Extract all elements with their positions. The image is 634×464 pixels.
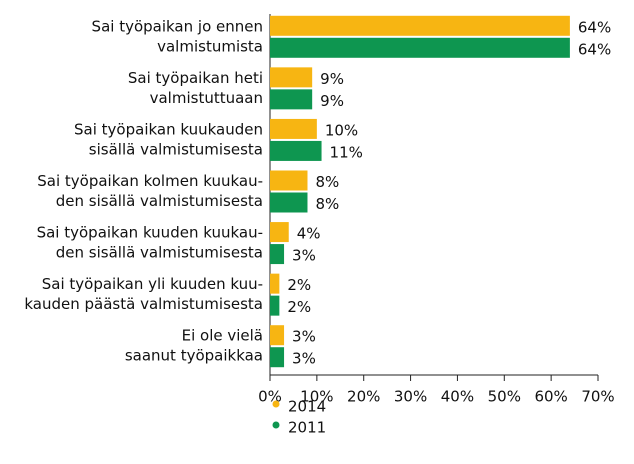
value-label: 3%	[292, 328, 316, 346]
value-label: 2%	[287, 298, 311, 316]
bar	[270, 347, 285, 368]
x-tick-label: 40%	[441, 388, 474, 406]
category-label: Sai työpaikan heti	[128, 69, 263, 87]
bar	[270, 67, 313, 88]
category-label: Sai työpaikan kuuden kuukau-	[37, 224, 263, 242]
value-label: 8%	[315, 195, 339, 213]
value-label: 64%	[578, 18, 611, 36]
value-label: 4%	[297, 225, 321, 243]
value-label: 11%	[330, 143, 363, 161]
bar	[270, 222, 289, 243]
x-tick-label: 70%	[581, 388, 614, 406]
value-label: 2%	[287, 276, 311, 294]
bar	[270, 15, 570, 36]
category-label: Sai työpaikan jo ennen	[92, 17, 263, 35]
bar	[270, 325, 285, 346]
category-label: sisällä valmistumisesta	[89, 140, 263, 158]
bar	[270, 295, 280, 316]
value-label: 10%	[325, 121, 358, 139]
value-label: 9%	[320, 92, 344, 110]
category-label: Sai työpaikan kolmen kuukau-	[37, 172, 263, 190]
category-label: Ei ole vielä	[182, 327, 263, 345]
category-label: Sai työpaikan yli kuuden kuu-	[42, 275, 263, 293]
category-label: den sisällä valmistumisesta	[56, 244, 263, 262]
bar	[270, 273, 280, 294]
value-label: 3%	[292, 247, 316, 265]
legend-marker	[272, 421, 280, 429]
legend-marker	[272, 400, 280, 408]
category-label: kauden päästä valmistumisesta	[24, 295, 263, 313]
legend-label: 2011	[288, 419, 326, 437]
value-label: 8%	[315, 173, 339, 191]
bar	[270, 89, 313, 110]
x-tick-label: 20%	[347, 388, 380, 406]
bar	[270, 244, 285, 265]
value-label: 64%	[578, 40, 611, 58]
x-tick-label: 30%	[394, 388, 427, 406]
bar	[270, 140, 322, 161]
category-label: den sisällä valmistumisesta	[56, 192, 263, 210]
bar	[270, 37, 570, 58]
category-label: Sai työpaikan kuukauden	[74, 120, 263, 138]
x-tick-label: 50%	[488, 388, 521, 406]
x-tick-label: 60%	[534, 388, 567, 406]
value-label: 3%	[292, 350, 316, 368]
category-label: valmistumista	[157, 37, 263, 55]
x-tick-label: 10%	[300, 388, 333, 406]
legend-label: 2014	[288, 398, 326, 416]
category-label: valmistuttuaan	[150, 89, 263, 107]
bar	[270, 170, 308, 191]
category-label: saanut työpaikkaa	[125, 347, 263, 365]
bar	[270, 118, 317, 139]
value-label: 9%	[320, 70, 344, 88]
bar	[270, 192, 308, 213]
